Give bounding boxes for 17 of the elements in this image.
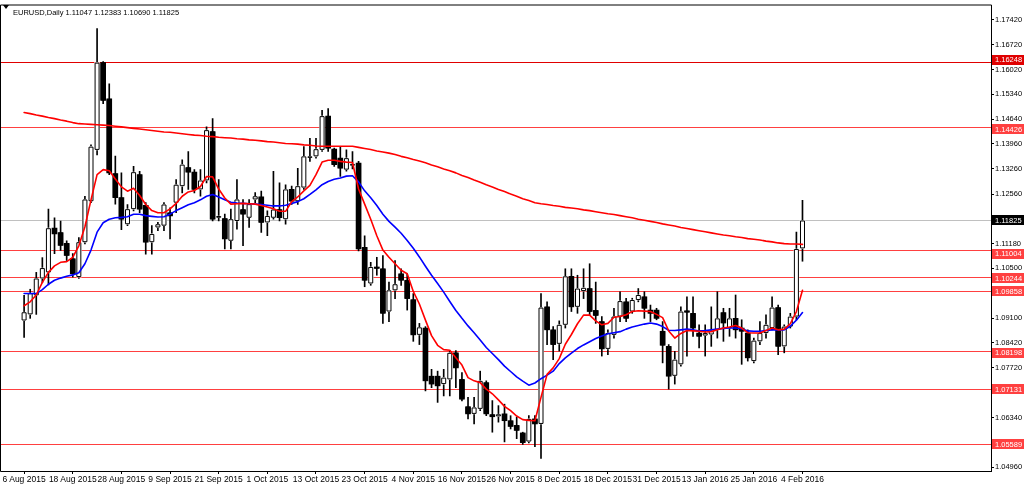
x-tick-label: 26 Nov 2015 [486, 474, 535, 485]
x-tick-label: 13 Jan 2016 [681, 474, 729, 485]
x-tick-label: 31 Dec 2015 [632, 474, 681, 485]
x-tick-label: 13 Oct 2015 [292, 474, 340, 485]
x-tick-label: 18 Dec 2015 [583, 474, 633, 485]
x-tick-label: 23 Oct 2015 [341, 474, 389, 485]
x-tick-label: 18 Aug 2015 [48, 474, 97, 485]
x-tick-label: 6 Aug 2015 [2, 474, 46, 485]
x-tick-label: 8 Dec 2015 [537, 474, 582, 485]
x-tick-label: 25 Jan 2016 [730, 474, 778, 485]
x-tick-label: 1 Oct 2015 [246, 474, 289, 485]
x-tick-label: 28 Aug 2015 [97, 474, 146, 485]
x-tick-label: 21 Sep 2015 [194, 474, 244, 485]
x-tick-label: 4 Feb 2016 [780, 474, 825, 485]
x-tick-label: 4 Nov 2015 [391, 474, 436, 485]
x-tick-label: 16 Nov 2015 [437, 474, 487, 485]
x-tick-label: 9 Sep 2015 [148, 474, 193, 485]
